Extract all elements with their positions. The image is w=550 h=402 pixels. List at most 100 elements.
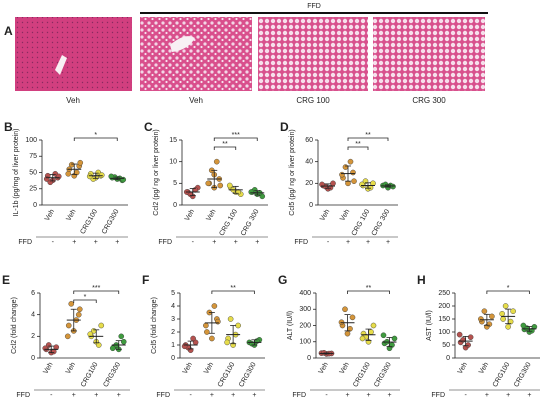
dot [478,316,484,322]
dot [98,322,105,329]
x-tick-label: CRG100 [79,208,99,235]
dot [359,181,365,188]
x-tick-label: Veh [44,208,56,222]
significance-bracket [213,146,237,150]
dot [456,331,463,338]
x-tick-label: CRG100 [352,361,372,388]
dot [499,310,505,317]
dot [181,343,188,350]
x-tick-label: CRG 100 [218,208,239,237]
y-tick-label: 25 [29,186,37,193]
y-tick-label: 0 [33,202,37,209]
x-tick-label: Veh [205,208,217,222]
significance-bracket [347,146,369,150]
significance-bracket [211,290,255,294]
axis [179,293,265,359]
row-value: + [231,392,235,399]
y-tick-label: 100 [25,137,37,144]
caption: Veh [66,96,80,105]
significance-label: ** [222,141,228,148]
row-value: + [506,392,510,399]
y-tick-label: 300 [299,306,311,313]
dot [465,342,471,348]
dot [489,313,495,320]
row-value: - [325,392,328,399]
dot [460,336,466,343]
significance-label: ** [230,285,236,292]
significance-label: ** [366,285,372,292]
row-label: FFD [158,239,172,246]
row-value: - [192,239,195,246]
x-tick-label: Veh [65,361,77,375]
x-tick-label: Veh [339,361,351,375]
row-value: + [115,239,119,246]
row-label: FFD [18,239,32,246]
y-axis-label: ALT (IU/l) [287,311,294,340]
y-tick-label: 2 [31,333,35,340]
y-tick-label: 4 [171,303,175,310]
significance-bracket [73,299,97,303]
row-label: FFD [431,392,445,399]
dot [520,322,527,329]
dot [205,180,212,187]
x-tick-label: CRG300 [513,361,533,388]
significance-label: ** [355,141,361,148]
significance-label: *** [232,132,240,139]
dot [347,158,354,165]
x-tick-label: CRG 300 [371,208,392,237]
significance-bracket [73,137,118,141]
dot [391,335,398,342]
dot [235,322,241,329]
y-tick-label: 1 [171,342,175,349]
y-axis-label: IL-1b (pg/mg of liver protein) [13,129,20,217]
y-tick-label: 0 [171,355,175,362]
x-tick-label: Veh [457,361,469,375]
histology-image [140,17,252,91]
row-value: + [234,239,238,246]
row-label: FFD [292,392,306,399]
dot [109,345,116,352]
y-tick-label: 75 [29,153,37,160]
row-value: + [210,392,214,399]
y-tick-label: 6 [31,290,35,297]
x-tick-label: CRG100 [80,361,100,388]
dot [65,322,72,329]
row-value: + [366,392,370,399]
dot [211,303,218,309]
row-value: + [527,392,531,399]
x-tick-label: CRG300 [238,361,258,388]
histology-image [258,17,368,91]
dot [380,332,387,339]
row-value: + [346,239,350,246]
row-value: + [387,392,391,399]
panel-letter: F [142,273,149,287]
panel-letter: C [144,120,153,134]
x-tick-label: Veh [478,361,490,375]
y-tick-label: 15 [169,137,177,144]
row-value: + [366,239,370,246]
row-value: + [255,239,259,246]
x-tick-label: Veh [65,208,77,222]
row-value: - [189,392,192,399]
dot [486,321,493,328]
row-label: FFD [156,392,170,399]
y-tick-label: 50 [442,342,450,349]
row-value: + [94,239,98,246]
vessel [55,55,67,75]
x-tick-label: CRG100 [492,361,512,388]
histology-image [15,17,132,91]
x-tick-label: Veh [318,361,330,375]
y-tick-label: 0 [309,202,313,209]
dot [86,173,93,180]
dot [226,182,233,189]
vessel [170,36,195,52]
significance-bracket [347,290,390,294]
dot [339,171,345,178]
x-tick-label: CRG300 [102,361,122,388]
dot [254,338,260,344]
y-tick-label: 100 [438,329,450,336]
dot [467,334,474,341]
y-tick-label: 40 [305,159,313,166]
y-tick-label: 200 [438,303,450,310]
x-tick-label: Veh [182,361,194,375]
